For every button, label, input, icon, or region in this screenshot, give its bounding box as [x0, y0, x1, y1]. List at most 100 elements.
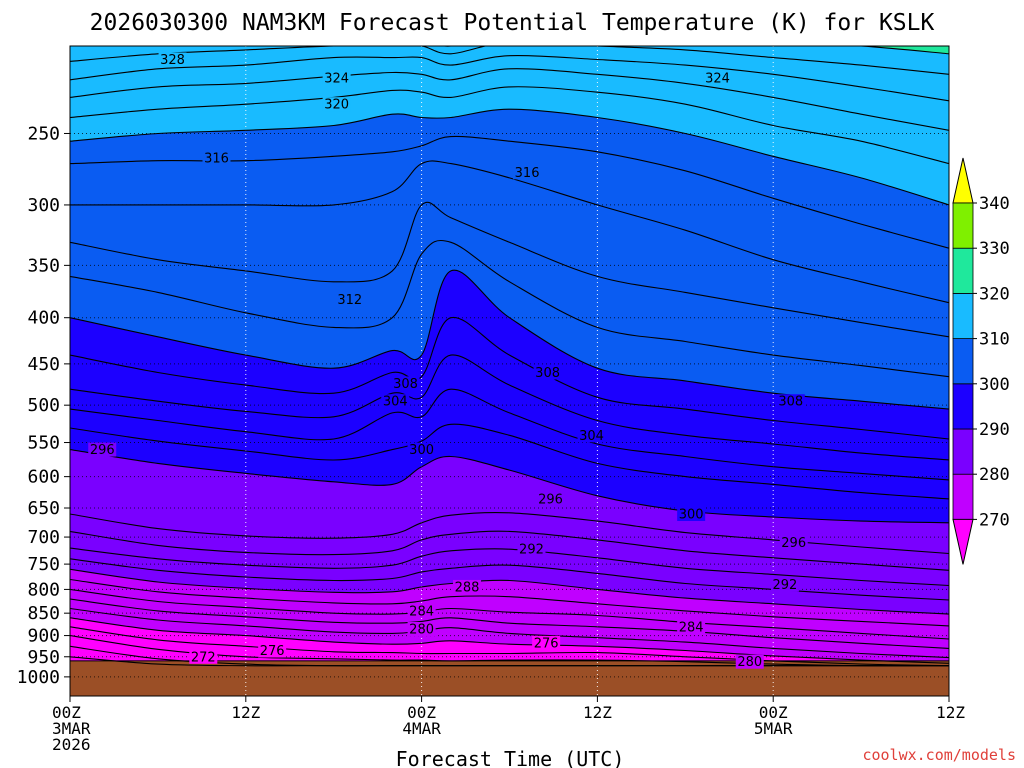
contour-label-knockout: [533, 365, 562, 380]
colorbar-label-330: 330: [979, 239, 1010, 259]
colorbar: 270 280 290 300 310 320 330 340: [952, 157, 1010, 565]
contour-label-text: 324: [324, 71, 349, 86]
contour-line-300: [70, 449, 949, 524]
colorbar-label-310: 310: [979, 330, 1010, 350]
y-tick-label: 850: [27, 603, 60, 624]
contour-label-knockout: [703, 70, 732, 85]
contour-label-text: 296: [781, 536, 806, 551]
y-tick-label: 600: [27, 467, 60, 488]
contour-label-text: 292: [519, 543, 544, 558]
colorbar-label-340: 340: [979, 194, 1010, 214]
contour-label-knockout: [779, 535, 808, 550]
y-tick-label: 350: [27, 255, 60, 276]
contour-label-284: 284: [407, 603, 436, 619]
contour-label-knockout: [391, 376, 420, 391]
contour-label-text: 272: [191, 650, 216, 665]
contour-label-text: 324: [705, 71, 730, 86]
contour-label-text: 304: [579, 429, 604, 444]
contour-label-knockout: [453, 579, 482, 594]
contour-label-text: 284: [409, 604, 434, 619]
colorbar-arrow-bottom: [952, 518, 974, 565]
colorbar-arrow-top: [952, 157, 974, 204]
contour-label-296: 296: [779, 535, 808, 551]
contour-label-knockout: [577, 428, 606, 443]
contour-label-296: 296: [536, 491, 565, 507]
contour-label-304: 304: [381, 394, 410, 410]
contour-label-324: 324: [703, 70, 732, 86]
colorbar-swatch-290: [952, 383, 974, 430]
contour-label-text: 280: [737, 655, 762, 670]
y-tick-label: 400: [27, 308, 60, 329]
contour-label-292: 292: [770, 577, 799, 593]
contour-line-306: [70, 354, 949, 461]
contour-label-knockout: [513, 165, 542, 180]
contour-label-text: 296: [90, 443, 115, 458]
contour-label-text: 276: [534, 636, 559, 651]
axes: 2503003504004505005506006507007508008509…: [17, 123, 966, 754]
contour-label-knockout: [677, 506, 706, 521]
contour-label-text: 276: [260, 644, 285, 659]
x-axis-label: Forecast Time (UTC): [396, 747, 625, 768]
contour-label-text: 312: [337, 293, 362, 308]
contour-line-276: [70, 635, 949, 667]
contour-line-320: [70, 108, 949, 206]
x-tick-label: 12Z: [936, 703, 965, 722]
colorbar-label-320: 320: [979, 284, 1010, 304]
contour-line-284: [70, 598, 949, 649]
contour-label-276: 276: [532, 635, 561, 651]
contour-line-302: [70, 423, 949, 500]
colorbar-swatch-320: [952, 247, 974, 294]
contour-label-280: 280: [735, 654, 764, 670]
contour-label-knockout: [381, 394, 410, 409]
plot-frame: [69, 45, 950, 697]
x-tick-label: 5MAR: [754, 719, 793, 738]
colorbar-label-280: 280: [979, 465, 1010, 485]
contour-line-280: [70, 617, 949, 664]
y-tick-label: 800: [27, 579, 60, 600]
contour-label-text: 316: [204, 151, 229, 166]
contour-label-knockout: [517, 542, 546, 557]
y-tick-label: 550: [27, 433, 60, 454]
x-tick-label: 00Z: [407, 703, 436, 722]
contour-label-knockout: [532, 635, 561, 650]
contour-line-324: [70, 68, 949, 131]
contour-line-298: [70, 511, 949, 555]
contour-line-314: [70, 201, 949, 338]
contour-label-316: 316: [513, 165, 542, 181]
terrain-fill: [70, 660, 949, 696]
contour-label-text: 304: [383, 395, 408, 410]
contour-label-knockout: [202, 150, 231, 165]
contour-label-320: 320: [322, 97, 351, 113]
x-tick-label: 4MAR: [402, 719, 441, 738]
contour-label-text: 292: [773, 578, 798, 593]
y-tick-label: 650: [27, 498, 60, 519]
contour-label-328: 328: [158, 52, 187, 68]
colorbar-swatch-280: [952, 428, 974, 475]
contour-line-308: [70, 317, 949, 440]
contour-label-knockout: [322, 97, 351, 112]
contour-label-308: 308: [391, 376, 420, 392]
contour-line-326: [70, 54, 949, 102]
colorbar-label-270: 270: [979, 510, 1010, 530]
y-tick-label: 750: [27, 554, 60, 575]
contour-line-288: [70, 578, 949, 627]
contour-line-316: [70, 160, 949, 304]
terrain-layer: [70, 660, 949, 696]
contour-label-knockout: [88, 442, 117, 457]
contour-labels: 328 324 324 320 316 316 312 308 308 308 304 304 300 3…: [88, 52, 808, 670]
contour-label-text: 288: [455, 580, 480, 595]
contour-label-292: 292: [517, 542, 546, 558]
x-tick-label: 00Z: [52, 703, 81, 722]
y-tick-label: 900: [27, 626, 60, 647]
contour-label-knockout: [407, 621, 436, 636]
colorbar-swatch-310: [952, 292, 974, 339]
contour-label-280: 280: [407, 621, 436, 637]
x-tick-label: 3MAR: [52, 719, 91, 738]
colorbar-swatch-330: [952, 202, 974, 249]
contour-line-322: [70, 86, 949, 165]
contour-line-278: [70, 626, 949, 667]
contour-label-284: 284: [677, 619, 706, 635]
contour-label-knockout: [407, 442, 436, 457]
contour-label-knockout: [258, 643, 287, 658]
